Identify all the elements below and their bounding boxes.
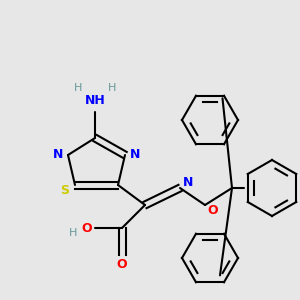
Text: H: H xyxy=(108,83,116,93)
Text: H: H xyxy=(74,83,82,93)
Text: O: O xyxy=(117,259,127,272)
Text: O: O xyxy=(82,221,92,235)
Text: NH: NH xyxy=(85,94,105,106)
Text: N: N xyxy=(130,148,140,161)
Text: N: N xyxy=(53,148,63,161)
Text: O: O xyxy=(208,203,218,217)
Text: H: H xyxy=(69,228,77,238)
Text: S: S xyxy=(61,184,70,196)
Text: N: N xyxy=(183,176,193,190)
